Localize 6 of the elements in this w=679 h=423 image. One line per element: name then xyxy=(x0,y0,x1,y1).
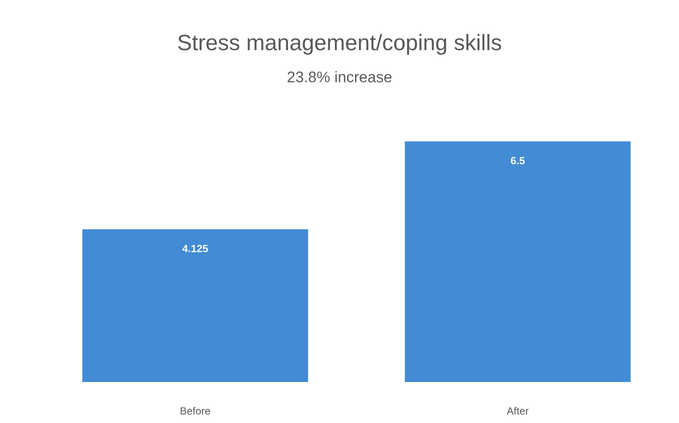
x-tick-label: Before xyxy=(180,406,210,415)
data-label: 4.125 xyxy=(182,244,208,252)
chart-title: Stress management/coping skills xyxy=(178,34,502,55)
chart-subtitle: 23.8% increase xyxy=(288,71,392,82)
data-label: 6.5 xyxy=(510,156,525,164)
x-tick-label: After xyxy=(506,406,529,415)
